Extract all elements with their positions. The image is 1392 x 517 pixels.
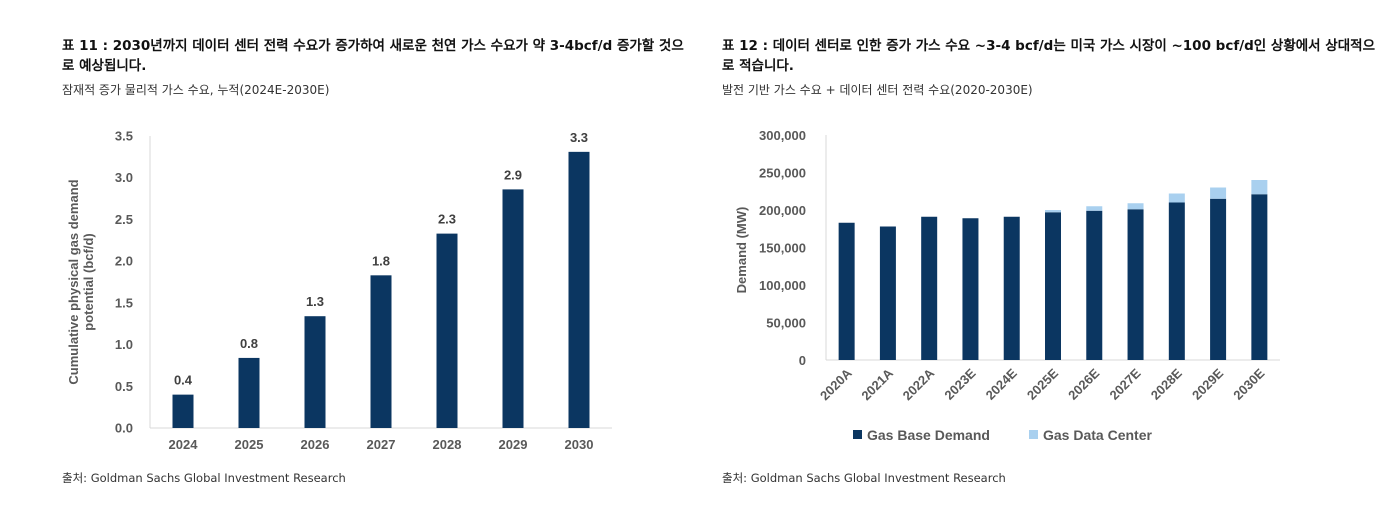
left-figure-source: 출처: Goldman Sachs Global Investment Rese…: [62, 471, 346, 485]
data-label-2030: 3.3: [570, 130, 588, 145]
y-tick-label: 0.5: [115, 379, 133, 394]
bar-datacenter-2029E: [1210, 187, 1227, 199]
bar-base-2024E: [1003, 216, 1020, 360]
right-figure-panel: 표 12 : 데이터 센터로 인한 증가 가스 수요 ~3-4 bcf/d는 미…: [700, 0, 1392, 517]
right-figure-source: 출처: Goldman Sachs Global Investment Rese…: [722, 471, 1006, 485]
x-tick-label-2027E: 2027E: [1106, 365, 1143, 402]
bar-2024: [172, 394, 194, 428]
data-label-2026: 1.3: [306, 294, 324, 309]
y-tick-label: 3.5: [115, 129, 133, 144]
data-label-2029: 2.9: [504, 167, 522, 182]
x-tick-label-2028: 2028: [433, 437, 462, 452]
bar-base-2022A: [921, 216, 938, 360]
right-figure-subtitle: 발전 기반 가스 수요 + 데이터 센터 전력 수요(2020-2030E): [722, 83, 1033, 97]
y-tick-label: 50,000: [766, 316, 806, 331]
y-tick-label: 1.0: [115, 337, 133, 352]
x-tick-label-2029E: 2029E: [1189, 365, 1226, 402]
x-tick-label-2021A: 2021A: [858, 365, 896, 403]
cumulative-gas-demand-chart: 0.0 0.5 1.0 1.5 2.0 2.5 3.0 3.5 0.4 2024 0.8 2025 1.…: [66, 129, 612, 452]
y-tick-label: 2.5: [115, 212, 133, 227]
bar-base-2029E: [1210, 198, 1227, 360]
legend-swatch-datacenter: [1029, 430, 1038, 439]
y-axis-title: Demand (MW): [734, 207, 749, 294]
bar-base-2030E: [1251, 194, 1268, 360]
x-tick-label-2026E: 2026E: [1065, 365, 1102, 402]
bar-2025: [238, 357, 260, 428]
left-figure-subtitle: 잠재적 증가 물리적 가스 수요, 누적(2024E-2030E): [62, 83, 330, 97]
bar-datacenter-2027E: [1127, 203, 1144, 210]
y-axis-title-line-2: potential (bcf/d): [81, 233, 96, 331]
bar-datacenter-2028E: [1168, 193, 1185, 203]
bar-base-2020A: [838, 222, 855, 360]
x-tick-label-2024E: 2024E: [983, 365, 1020, 402]
y-tick-label: 2.0: [115, 254, 133, 269]
y-axis-title: Cumulative physical gas demand potential …: [66, 179, 96, 384]
bar-base-2026E: [1086, 210, 1103, 360]
bar-2027: [370, 275, 392, 428]
x-tick-label-2025: 2025: [235, 437, 264, 452]
data-label-2027: 1.8: [372, 253, 390, 268]
bar-base-2028E: [1168, 202, 1185, 360]
y-tick-label: 3.0: [115, 170, 133, 185]
y-tick-label: 1.5: [115, 295, 133, 310]
bar-base-2021A: [879, 226, 896, 360]
y-tick-label: 0: [799, 353, 806, 368]
bar-datacenter-2030E: [1251, 180, 1268, 195]
y-tick-label: 100,000: [759, 278, 806, 293]
legend-label-base: Gas Base Demand: [867, 427, 990, 443]
x-tick-label-2024: 2024: [169, 437, 199, 452]
x-tick-label-2029: 2029: [499, 437, 528, 452]
y-tick-label: 250,000: [759, 166, 806, 181]
bar-base-2027E: [1127, 209, 1144, 360]
data-label-2024: 0.4: [174, 373, 193, 388]
legend-swatch-base: [853, 430, 862, 439]
x-tick-label-2023E: 2023E: [941, 365, 978, 402]
data-label-2028: 2.3: [438, 212, 456, 227]
x-tick-label-2022A: 2022A: [900, 365, 938, 403]
x-tick-label-2027: 2027: [367, 437, 396, 452]
y-axis-title-line-1: Cumulative physical gas demand: [66, 179, 81, 384]
bar-2030: [568, 151, 590, 428]
x-tick-label-2026: 2026: [301, 437, 330, 452]
right-figure-title: 표 12 : 데이터 센터로 인한 증가 가스 수요 ~3-4 bcf/d는 미…: [722, 38, 1375, 74]
y-tick-label: 200,000: [759, 203, 806, 218]
left-figure-title: 표 11 : 2030년까지 데이터 센터 전력 수요가 증가하여 새로운 천연…: [62, 38, 684, 74]
x-tick-label-2028E: 2028E: [1148, 365, 1185, 402]
x-tick-label-2030E: 2030E: [1230, 365, 1267, 402]
gas-demand-stacked-chart: 0 50,000 100,000 150,000 200,000 250,000 300,0…: [734, 128, 1280, 443]
y-tick-label: 0.0: [115, 421, 133, 436]
bar-2028: [436, 233, 458, 428]
x-tick-label-2020A: 2020A: [817, 365, 855, 403]
data-label-2025: 0.8: [240, 336, 258, 351]
bar-2026: [304, 316, 326, 428]
bar-base-2025E: [1045, 212, 1061, 360]
bar-datacenter-2026E: [1086, 206, 1103, 211]
bar-base-2023E: [962, 218, 979, 360]
bar-datacenter-2025E: [1045, 210, 1061, 213]
x-tick-label-2030: 2030: [565, 437, 594, 452]
legend-label-datacenter: Gas Data Center: [1043, 427, 1152, 443]
y-tick-label: 150,000: [759, 241, 806, 256]
bar-2029: [502, 189, 524, 428]
left-figure-panel: 표 11 : 2030년까지 데이터 센터 전력 수요가 증가하여 새로운 천연…: [62, 38, 684, 485]
y-tick-label: 300,000: [759, 128, 806, 143]
x-tick-label-2025E: 2025E: [1024, 365, 1061, 402]
